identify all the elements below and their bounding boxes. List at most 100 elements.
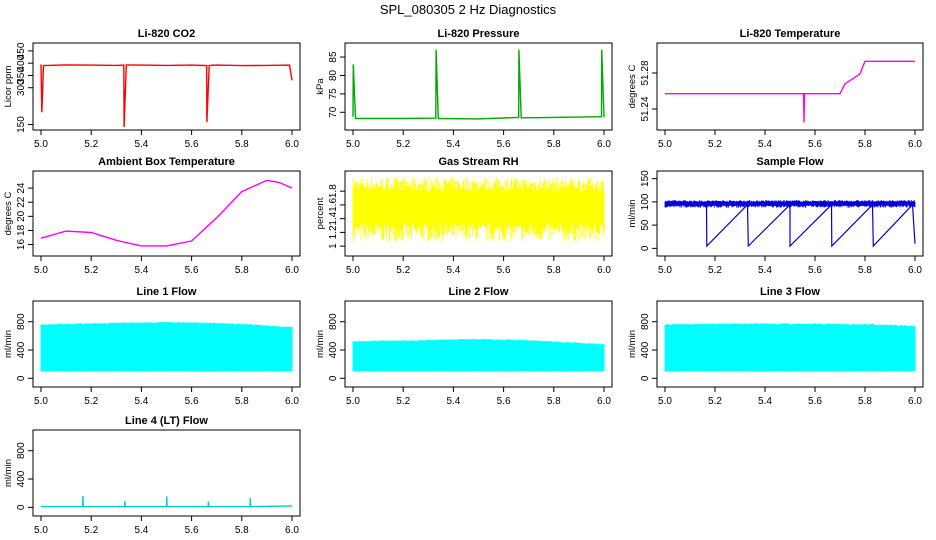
x-tick-label: 6.0: [597, 396, 611, 407]
series-group: [40, 179, 293, 247]
chart-title: Line 3 Flow: [760, 286, 820, 298]
x-tick-label: 5.2: [396, 265, 410, 276]
series-line: [40, 179, 293, 247]
y-tick-label: 350: [16, 67, 27, 84]
chart-panel: Li-820 CO2 Licor ppm 5.0 5.2 5.4 5.6 5.8 6.0 150…: [3, 28, 301, 150]
x-tick-label: 5.4: [446, 396, 460, 407]
y-axis-label: ml/min: [627, 330, 638, 358]
x-tick-label: 5.2: [396, 139, 410, 150]
y-tick-label: 1: [328, 243, 339, 249]
y-tick-label: 70: [328, 106, 339, 118]
series-group: [352, 338, 605, 372]
y-tick-label: 1.6: [328, 198, 339, 212]
y-tick-label: 100: [640, 193, 651, 210]
x-tick-label: 5.6: [808, 139, 822, 150]
x-tick-label: 6.0: [285, 525, 299, 536]
y-tick-label: 20: [16, 210, 27, 222]
x-tick-label: 5.0: [34, 265, 48, 276]
x-tick-label: 5.8: [547, 396, 561, 407]
y-tick-label: 400: [16, 470, 27, 487]
y-tick-label: 150: [640, 170, 651, 187]
y-tick-label: 50: [640, 219, 651, 231]
series-group: [41, 495, 293, 508]
chart-title: Sample Flow: [756, 156, 824, 168]
chart-panel: Li-820 Pressure kPa 5.0 5.2 5.4 5.6 5.8 6.0 70 75…: [315, 28, 613, 150]
y-tick-label: 0: [640, 245, 651, 251]
series-group: [40, 64, 293, 128]
series-line: [665, 203, 916, 248]
series-group: [664, 323, 916, 372]
x-tick-label: 5.0: [34, 525, 48, 536]
y-tick-label: 51.24: [640, 96, 651, 121]
series-line: [665, 60, 915, 123]
x-tick-label: 5.6: [497, 265, 511, 276]
x-tick-label: 5.8: [858, 265, 872, 276]
plot-frame: [32, 170, 301, 257]
y-tick-label: 80: [328, 69, 339, 81]
y-tick-label: 1.2: [328, 225, 339, 239]
y-tick-label: 450: [16, 42, 27, 59]
x-tick-label: 5.4: [134, 265, 148, 276]
x-tick-label: 5.4: [446, 265, 460, 276]
x-tick-label: 5.6: [808, 265, 822, 276]
series-line: [40, 321, 293, 372]
y-tick-label: 75: [328, 88, 339, 100]
chart-panel: Sample Flow ml/min 5.0 5.2 5.4 5.6 5.8 6.0 0 50 10…: [627, 156, 924, 276]
x-tick-label: 5.0: [658, 139, 672, 150]
x-tick-label: 5.8: [235, 265, 249, 276]
x-tick-label: 6.0: [908, 265, 922, 276]
series-group: [352, 49, 605, 120]
chart-title: Gas Stream RH: [438, 156, 518, 168]
y-tick-label: 800: [328, 313, 339, 330]
chart-panel: Ambient Box Temperature degrees C 5.0 5.2 5.…: [3, 156, 301, 276]
y-axis-label: ml/min: [627, 200, 638, 228]
y-axis-label: kPa: [315, 78, 326, 95]
x-tick-label: 5.6: [185, 396, 199, 407]
y-tick-label: 16: [16, 239, 27, 251]
x-tick-label: 6.0: [597, 265, 611, 276]
y-tick-label: 150: [16, 116, 27, 133]
y-tick-label: 24: [16, 182, 27, 194]
x-tick-label: 5.2: [708, 396, 722, 407]
x-tick-label: 5.8: [235, 139, 249, 150]
x-tick-label: 5.0: [346, 396, 360, 407]
plot-frame: [344, 300, 613, 388]
y-tick-label: 0: [328, 375, 339, 381]
y-tick-label: 0: [16, 504, 27, 510]
y-tick-label: 400: [16, 54, 27, 71]
chart-panel: Li-820 Temperature degrees C 5.0 5.2 5.4 5.6 5…: [627, 28, 924, 150]
y-tick-label: 0: [640, 375, 651, 381]
x-tick-label: 5.4: [758, 396, 772, 407]
chart-panel: Line 1 Flow ml/min 5.0 5.2 5.4 5.6 5.8 6.0 0 400 8…: [3, 286, 301, 407]
x-tick-label: 5.0: [658, 396, 672, 407]
x-tick-label: 5.6: [185, 525, 199, 536]
x-tick-label: 5.2: [84, 396, 98, 407]
chart-title: Line 2 Flow: [449, 286, 509, 298]
y-axis-label: percent: [315, 197, 326, 229]
x-tick-label: 5.8: [858, 139, 872, 150]
chart-title: Ambient Box Temperature: [98, 156, 235, 168]
x-tick-label: 5.4: [446, 139, 460, 150]
x-tick-label: 6.0: [597, 139, 611, 150]
series-line: [352, 49, 605, 120]
series-line: [352, 338, 605, 372]
x-tick-label: 5.2: [84, 139, 98, 150]
x-tick-label: 5.6: [497, 396, 511, 407]
plot-frame: [656, 300, 924, 388]
x-tick-label: 6.0: [285, 265, 299, 276]
y-tick-label: 85: [328, 51, 339, 63]
y-tick-label: 18: [16, 224, 27, 236]
y-tick-label: 51.28: [640, 60, 651, 85]
series-group: [665, 60, 915, 123]
chart-title: Line 4 (LT) Flow: [125, 415, 208, 427]
y-tick-label: 1.4: [328, 211, 339, 225]
plot-frame: [32, 429, 301, 517]
x-tick-label: 5.2: [708, 139, 722, 150]
y-axis-label: degrees C: [3, 191, 14, 235]
x-tick-label: 5.8: [235, 396, 249, 407]
chart-panel: Line 2 Flow ml/min 5.0 5.2 5.4 5.6 5.8 6.0 0 400 8…: [315, 286, 613, 407]
y-tick-label: 800: [16, 313, 27, 330]
plot-frame: [656, 170, 924, 257]
y-axis-label: Licor ppm: [3, 66, 14, 108]
